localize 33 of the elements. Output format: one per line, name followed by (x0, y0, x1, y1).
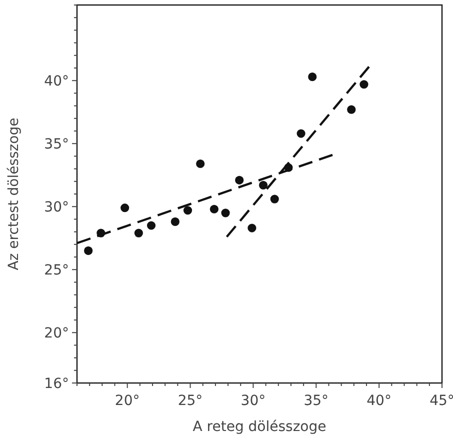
point (296, 129, 306, 138)
point (196, 159, 205, 168)
point (308, 72, 317, 82)
point (248, 224, 256, 232)
point (270, 194, 279, 204)
y-tick-label: 35° (44, 136, 69, 152)
point (235, 176, 244, 184)
point (120, 204, 130, 212)
x-axis-title: A reteg dölésszoge (192, 419, 326, 435)
point (284, 163, 293, 172)
point (134, 228, 143, 238)
y-tick-label: 40° (44, 74, 69, 90)
x-tick-label: 35° (304, 393, 329, 409)
x-tick-label: 40° (366, 393, 392, 409)
point (221, 208, 230, 218)
point (84, 246, 93, 255)
point (347, 105, 356, 114)
x-tick-label: 20° (114, 393, 140, 409)
y-tick-label: 16° (44, 376, 69, 392)
y-tick-label: 30° (44, 200, 69, 216)
x-tick-label: 45° (430, 393, 453, 409)
x-tick-label: 30° (240, 393, 266, 409)
point (170, 217, 180, 226)
point (258, 180, 268, 190)
point (183, 206, 192, 215)
y-axis-title: Az erctest dölésszoge (6, 118, 22, 270)
point (146, 221, 156, 230)
point (96, 228, 106, 238)
y-tick-label: 25° (44, 262, 69, 278)
point (360, 80, 368, 89)
x-tick-label: 25° (178, 393, 203, 409)
point (210, 204, 218, 214)
y-tick-label: 20° (44, 326, 69, 342)
